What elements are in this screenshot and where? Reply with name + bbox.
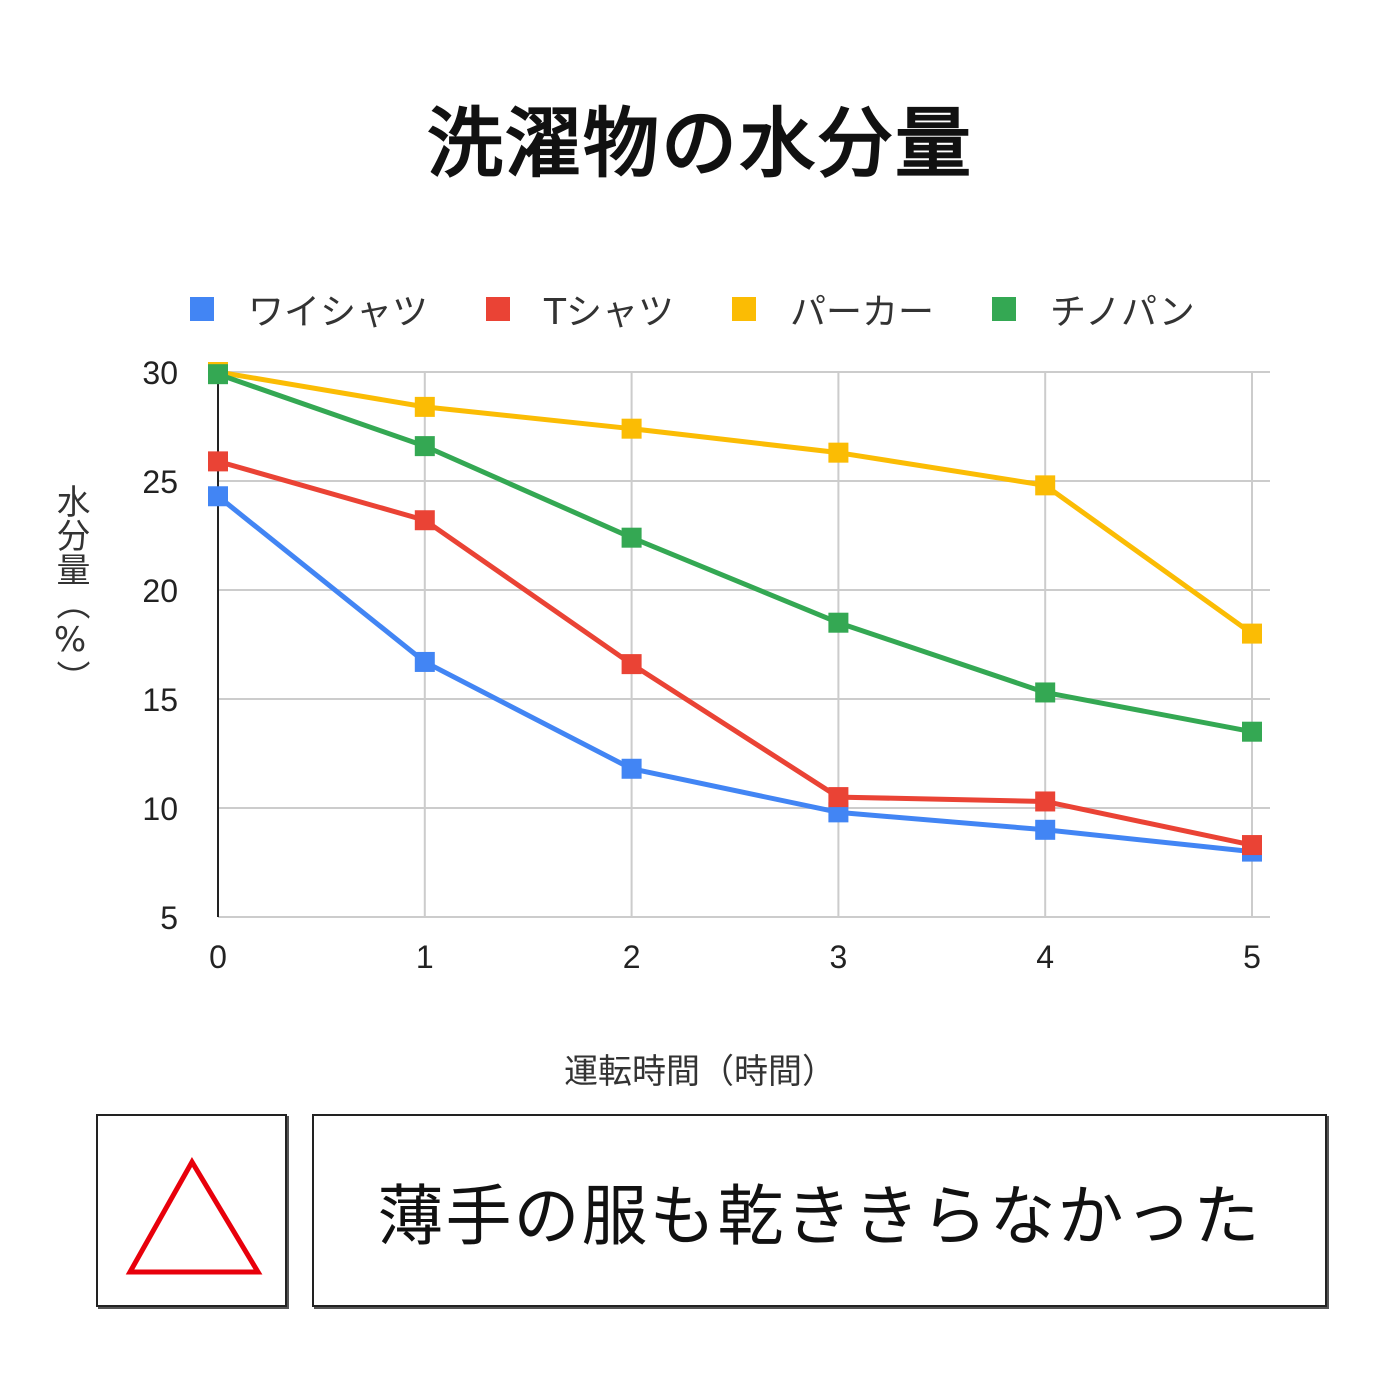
y-tick-label-4: 25 (142, 464, 178, 500)
tick-layer: 5 10 15 20 25 30 0 1 2 3 4 5 (142, 355, 1260, 975)
series-1-point-1 (414, 510, 435, 531)
series-1-point-2 (621, 654, 642, 675)
series-3-point-2 (621, 527, 642, 548)
legend-swatch-0 (190, 297, 214, 321)
legend-item-3: チノパン (992, 283, 1195, 335)
y-tick-label-5: 30 (142, 355, 178, 391)
series-layer (208, 362, 1262, 862)
series-0-point-1 (414, 651, 435, 672)
series-line-0 (216, 494, 1253, 855)
series-3-point-3 (828, 612, 849, 633)
legend-item-2: パーカー (732, 283, 934, 335)
series-2-point-1 (414, 396, 435, 417)
x-tick-label-3: 3 (830, 939, 848, 975)
series-0-point-0 (208, 486, 228, 507)
series-line-2 (217, 369, 1254, 636)
series-3-point-0 (208, 364, 228, 385)
series-0-point-4 (1035, 819, 1056, 840)
series-0-point-3 (828, 802, 849, 823)
y-tick-label-0: 5 (160, 900, 178, 936)
chart-legend: ワイシャツ Tシャツ パーカー チノパン (190, 284, 1253, 334)
triangle-icon (125, 1157, 263, 1275)
series-2-point-3 (828, 442, 849, 463)
series-2-point-2 (621, 418, 642, 439)
series-3-point-1 (414, 436, 435, 457)
x-axis-label: 運転時間（時間） (564, 1052, 836, 1092)
series-2-point-5 (1242, 623, 1262, 644)
series-2-point-4 (1035, 475, 1056, 496)
x-tick-label-4: 4 (1036, 939, 1054, 975)
series-3-point-5 (1242, 721, 1262, 742)
comment-text: 薄手の服も乾ききらなかった (377, 1177, 1262, 1255)
legend-item-1: Tシャツ (486, 283, 674, 335)
legend-label-1: Tシャツ (544, 292, 675, 333)
x-tick-label-1: 1 (416, 939, 434, 975)
legend-swatch-2 (732, 297, 757, 321)
legend-swatch-3 (992, 297, 1017, 321)
y-tick-label-2: 15 (142, 682, 178, 718)
series-3-point-4 (1035, 682, 1056, 703)
comment-box: 薄手の服も乾ききらなかった (312, 1114, 1327, 1307)
y-tick-label-3: 20 (142, 573, 178, 609)
triangle-shape (125, 1157, 263, 1275)
x-tick-label-2: 2 (623, 939, 641, 975)
series-1-point-0 (208, 451, 228, 472)
series-1-point-4 (1035, 791, 1056, 812)
legend-item-0: ワイシャツ (190, 283, 428, 335)
chart-title: 洗濯物の水分量 (427, 99, 973, 188)
series-1-point-3 (828, 787, 849, 808)
series-line-1 (217, 458, 1253, 848)
rating-box (96, 1114, 287, 1307)
x-tick-label-5: 5 (1243, 939, 1261, 975)
series-1-point-5 (1242, 835, 1262, 856)
line-chart: 5 10 15 20 25 30 0 1 2 3 4 5 (142, 355, 1270, 975)
legend-label-2: パーカー (790, 292, 935, 333)
series-0-point-2 (621, 758, 642, 779)
y-tick-label-1: 10 (142, 791, 178, 827)
x-tick-label-0: 0 (209, 939, 227, 975)
legend-swatch-1 (486, 297, 511, 321)
series-line-3 (217, 371, 1253, 735)
y-axis-label: 水分量（%） (50, 484, 90, 694)
legend-label-0: ワイシャツ (248, 292, 429, 333)
legend-label-3: チノパン (1050, 292, 1195, 333)
